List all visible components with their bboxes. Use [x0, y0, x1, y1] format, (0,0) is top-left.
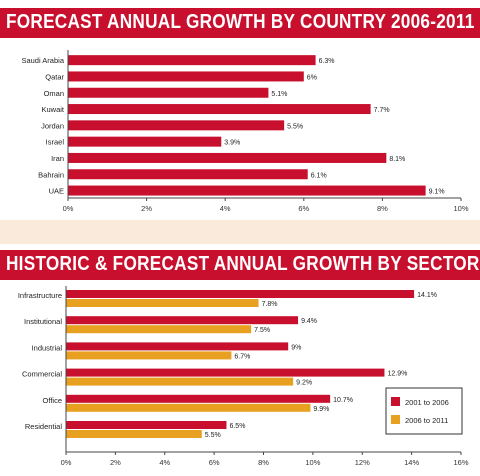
bar — [66, 290, 415, 298]
data-label: 7.5% — [254, 327, 270, 334]
data-label: 6.1% — [311, 172, 327, 179]
category-label: Iran — [51, 154, 64, 163]
bar — [66, 368, 385, 377]
data-label: 7.8% — [262, 301, 278, 308]
bar — [66, 325, 252, 334]
bar — [68, 169, 308, 180]
data-label: 3.9% — [224, 140, 240, 147]
category-label: Institutional — [24, 317, 62, 326]
data-label: 5.5% — [205, 432, 221, 439]
country-growth-chart: Saudi Arabia 6.3% Qatar 6% Oman 5.1% Kuwait 7.7… — [21, 50, 469, 213]
bar — [66, 430, 202, 438]
bar — [68, 185, 426, 196]
legend-box — [385, 387, 463, 435]
category-label: Office — [43, 396, 62, 405]
bar — [68, 120, 285, 131]
bar — [66, 394, 331, 403]
category-label: Infrastructure — [18, 291, 62, 300]
data-label: 9.1% — [429, 189, 445, 196]
category-label: Residential — [25, 422, 62, 431]
bar — [68, 152, 387, 163]
legend-label: 2006 to 2011 — [405, 416, 448, 425]
x-tick-label: 2% — [110, 458, 121, 467]
x-tick-label: 6% — [209, 458, 220, 467]
x-tick-label: 2% — [141, 204, 152, 213]
chart-1-title-banner: FORECAST ANNUAL GROWTH BY COUNTRY 2006-2… — [0, 8, 480, 38]
x-tick-label: 8% — [377, 204, 388, 213]
bar — [68, 136, 222, 147]
data-label: 6.3% — [319, 58, 335, 65]
category-label: Qatar — [45, 72, 64, 81]
chart-1-title: FORECAST ANNUAL GROWTH BY COUNTRY 2006-2… — [6, 11, 475, 33]
data-label: 8.1% — [389, 156, 405, 163]
category-label: Commercial — [22, 370, 62, 379]
bar — [66, 351, 232, 360]
x-tick-label: 10% — [453, 204, 468, 213]
bar — [68, 55, 316, 66]
category-label: Bahrain — [38, 170, 64, 179]
data-label: 6% — [307, 74, 317, 81]
category-label: Saudi Arabia — [21, 56, 64, 65]
bar — [66, 299, 259, 307]
chart-2-title: HISTORIC & FORECAST ANNUAL GROWTH BY SEC… — [6, 253, 480, 275]
chart-2-title-banner: HISTORIC & FORECAST ANNUAL GROWTH BY SEC… — [0, 250, 480, 280]
data-label: 5.5% — [287, 123, 303, 130]
data-label: 9% — [291, 344, 301, 351]
legend-swatch — [391, 415, 400, 424]
x-tick-label: 0% — [61, 458, 72, 467]
data-label: 6.7% — [234, 353, 250, 360]
category-label: UAE — [49, 187, 64, 196]
bar — [68, 87, 269, 98]
x-tick-label: 14% — [404, 458, 419, 467]
sector-growth-chart: Infrastructure 14.1% 7.8% Institutional 9.4%… — [18, 286, 469, 467]
bar — [66, 421, 227, 429]
x-tick-label: 16% — [453, 458, 468, 467]
x-tick-label: 0% — [63, 204, 74, 213]
bar — [66, 342, 289, 351]
bar — [68, 71, 304, 82]
x-tick-label: 12% — [355, 458, 370, 467]
bar — [68, 104, 371, 115]
data-label: 9.4% — [301, 318, 317, 325]
x-tick-label: 6% — [298, 204, 309, 213]
x-tick-label: 10% — [305, 458, 320, 467]
x-tick-label: 4% — [220, 204, 231, 213]
data-label: 7.7% — [374, 107, 390, 114]
category-label: Kuwait — [41, 105, 64, 114]
x-tick-label: 8% — [258, 458, 269, 467]
separator-band — [0, 220, 480, 244]
data-label: 5.1% — [271, 91, 287, 98]
legend-swatch — [391, 397, 400, 406]
data-label: 14.1% — [417, 292, 437, 299]
data-label: 12.9% — [387, 371, 407, 378]
category-label: Oman — [44, 89, 64, 98]
bar — [66, 377, 294, 386]
legend-label: 2001 to 2006 — [405, 398, 449, 407]
data-label: 9.2% — [296, 380, 312, 387]
category-label: Industrial — [32, 343, 63, 352]
category-label: Jordan — [41, 121, 64, 130]
bar — [66, 403, 311, 412]
data-label: 10.7% — [333, 397, 353, 404]
data-label: 9.9% — [313, 406, 329, 413]
x-tick-label: 4% — [159, 458, 170, 467]
data-label: 6.5% — [229, 423, 245, 430]
category-label: Israel — [46, 138, 65, 147]
bar — [66, 316, 299, 325]
